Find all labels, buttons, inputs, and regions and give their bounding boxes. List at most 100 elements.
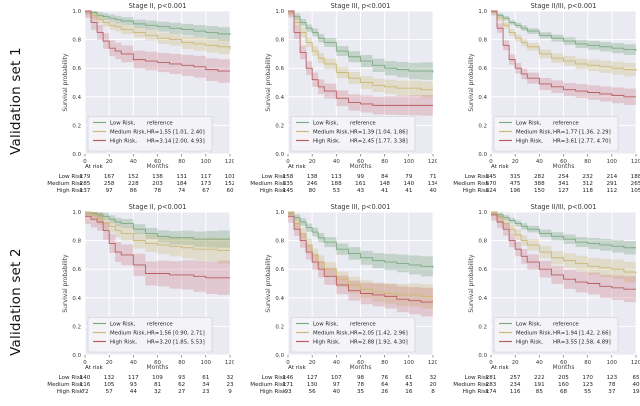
at-risk-value: 315 (510, 174, 521, 180)
svg-text:80: 80 (381, 360, 388, 366)
at-risk-value: 109 (152, 375, 163, 381)
at-risk-header: At risk (85, 164, 103, 170)
km-chart: 0 20 40 60 80 100 120 0.0 0.2 0.4 0.6 0.8 1.0 Stage I… (47, 203, 235, 395)
at-risk-value: 475 (510, 181, 521, 187)
at-risk-row-label: Medium Risk (47, 181, 84, 187)
svg-text:0.8: 0.8 (275, 239, 284, 245)
at-risk-value: 105 (631, 188, 640, 194)
figure-row-validation-set-1: Validation set 1 0 20 40 60 80 100 120 0.0 0.2 0.… (0, 0, 640, 201)
at-risk-value: 148 (379, 181, 390, 187)
at-risk-value: 388 (534, 181, 545, 187)
legend-value: HR=3.55 [2.58, 4.89] (553, 340, 611, 346)
at-risk-value: 55 (584, 389, 592, 395)
x-axis-ticks (84, 355, 231, 358)
svg-text:20: 20 (309, 159, 316, 165)
km-panel-stage-ii-set1: 0 20 40 60 80 100 120 0.0 0.2 0.4 0.6 0.8 1.0 Stage I… (31, 0, 236, 201)
svg-text:120: 120 (428, 159, 437, 165)
svg-text:0.2: 0.2 (275, 123, 284, 129)
km-panel-stage-ii-iii-set2: 0 20 40 60 80 100 120 0.0 0.2 0.4 0.6 0.8 1.0 Stage I… (437, 201, 640, 402)
at-risk-value: 107 (331, 375, 342, 381)
legend-label: Medium Risk, (313, 331, 349, 337)
km-chart: 0 20 40 60 80 100 120 0.0 0.2 0.4 0.6 0.8 1.0 Stage I… (250, 203, 438, 395)
svg-text:0.8: 0.8 (478, 38, 487, 44)
at-risk-value: 79 (405, 174, 413, 180)
at-risk-value: 34 (202, 382, 210, 388)
svg-text:40: 40 (130, 360, 137, 366)
legend-label: Low Risk, (313, 322, 339, 328)
at-risk-value: 61 (405, 375, 413, 381)
at-risk-value: 184 (176, 181, 187, 187)
at-risk-value: 335 (283, 181, 294, 187)
svg-text:0: 0 (286, 360, 290, 366)
x-axis-ticks (287, 355, 434, 358)
at-risk-value: 258 (104, 181, 115, 187)
at-risk-value: 62 (178, 382, 185, 388)
legend-value: reference (553, 121, 579, 127)
svg-text:0.2: 0.2 (478, 123, 487, 129)
svg-text:0.4: 0.4 (275, 95, 284, 101)
y-axis-label: Survival probability (62, 53, 69, 112)
at-risk-row-label: High Risk (463, 389, 490, 395)
at-risk-row-label: Low Risk (59, 174, 84, 180)
svg-text:0.6: 0.6 (478, 267, 487, 273)
at-risk-value: 71 (429, 174, 437, 180)
survival-curve-high-risk (491, 214, 636, 290)
x-axis-label: Months (350, 364, 372, 371)
chart-title: Stage II, p<0.001 (129, 2, 187, 10)
at-risk-value: 123 (606, 375, 617, 381)
legend-value: HR=2.05 [1.42, 2.96] (350, 331, 408, 337)
legend-label: High Risk, (110, 139, 137, 145)
svg-text:100: 100 (607, 159, 618, 165)
svg-text:1.0: 1.0 (478, 9, 487, 15)
survival-curve-medium-risk (85, 211, 230, 252)
at-risk-value: 113 (331, 174, 342, 180)
legend-label: High Risk, (313, 340, 340, 346)
at-risk-value: 134 (428, 181, 437, 187)
at-risk-value: 281 (486, 375, 497, 381)
svg-text:0.4: 0.4 (72, 95, 81, 101)
x-axis-label: Months (350, 163, 372, 170)
x-axis-ticks (490, 355, 637, 358)
svg-text:0: 0 (83, 360, 87, 366)
legend-label: Low Risk, (516, 322, 542, 328)
svg-text:0.2: 0.2 (478, 324, 487, 330)
at-risk-value: 137 (80, 188, 91, 194)
at-risk-value: 232 (582, 174, 593, 180)
at-risk-row-label: High Risk (57, 188, 84, 194)
at-risk-header: At risk (491, 164, 509, 170)
at-risk-value: 570 (486, 181, 497, 187)
svg-text:1.0: 1.0 (72, 210, 81, 216)
at-risk-value: 117 (200, 174, 211, 180)
at-risk-value: 65 (632, 375, 640, 381)
x-axis-tick-labels: 0 20 40 60 80 100 120 (489, 159, 640, 165)
svg-text:80: 80 (381, 159, 388, 165)
svg-text:120: 120 (631, 360, 640, 366)
svg-text:0.8: 0.8 (72, 239, 81, 245)
at-risk-value: 97 (333, 382, 341, 388)
survival-curve-medium-risk (85, 10, 231, 50)
svg-text:40: 40 (333, 159, 340, 165)
svg-text:80: 80 (178, 360, 185, 366)
svg-text:100: 100 (404, 159, 415, 165)
svg-text:120: 120 (631, 159, 640, 165)
at-risk-value: 53 (333, 188, 341, 194)
at-risk-value: 174 (486, 389, 497, 395)
svg-text:80: 80 (584, 159, 591, 165)
svg-text:20: 20 (106, 159, 113, 165)
legend-value: HR=3.61 [2.77, 4.70] (553, 139, 611, 145)
at-risk-value: 150 (534, 188, 545, 194)
at-risk-value: 56 (309, 389, 317, 395)
svg-text:0.0: 0.0 (72, 152, 81, 158)
ci-band-high-risk (288, 212, 433, 318)
svg-text:0: 0 (489, 360, 493, 366)
legend-label: Medium Risk, (313, 130, 349, 136)
at-risk-value: 99 (357, 174, 365, 180)
at-risk-value: 78 (357, 382, 365, 388)
y-axis-tick-labels: 0.0 0.2 0.4 0.6 0.8 1.0 (478, 9, 487, 158)
at-risk-value: 41 (381, 188, 389, 194)
row-label-validation-set-1: Validation set 1 (0, 0, 31, 201)
y-axis-tick-labels: 0.0 0.2 0.4 0.6 0.8 1.0 (72, 9, 81, 158)
svg-text:0.8: 0.8 (275, 38, 284, 44)
